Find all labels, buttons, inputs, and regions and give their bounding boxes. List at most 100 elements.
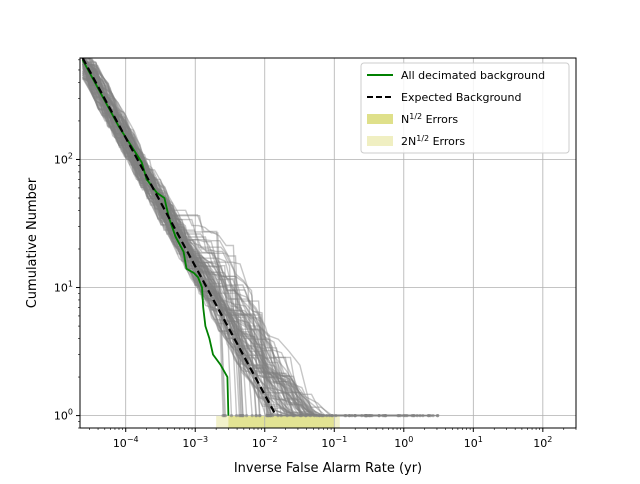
background-realisation-line: [82, 65, 268, 416]
background-endpoint: [327, 413, 332, 418]
background-endpoint: [258, 413, 262, 418]
background-realisation-line: [82, 58, 227, 416]
background-endpoint: [405, 413, 409, 418]
background-realisation-line: [82, 58, 414, 417]
background-endpoint: [239, 413, 244, 418]
background-endpoint: [334, 413, 338, 418]
background-realisation-line: [82, 74, 423, 417]
x-tick-label: 102: [533, 435, 552, 450]
background-endpoint: [244, 413, 249, 418]
background-realisation-line: [82, 58, 333, 417]
background-endpoint: [279, 413, 283, 418]
background-realisation-line: [82, 58, 421, 417]
background-realisation-line: [82, 62, 386, 417]
background-realisation-line: [81, 58, 233, 416]
background-realisation-line: [81, 64, 294, 416]
background-endpoint: [402, 413, 406, 418]
background-realisation-line: [82, 61, 385, 417]
background-endpoint: [367, 413, 371, 418]
decimated-background-line: [81, 59, 230, 416]
background-endpoint: [431, 413, 435, 418]
background-endpoint: [436, 413, 440, 418]
background-realisation-line: [82, 64, 272, 416]
y-tick-label: 101: [54, 280, 73, 295]
background-endpoint: [250, 413, 254, 418]
background-realisation-line: [82, 60, 271, 416]
background-endpoint: [270, 413, 275, 418]
background-endpoint: [426, 413, 430, 418]
legend-swatch: [367, 114, 393, 124]
background-endpoint: [315, 413, 319, 418]
background-realisation-line: [82, 63, 307, 417]
background-endpoint: [418, 413, 422, 418]
background-realisation-line: [82, 69, 241, 416]
background-endpoint: [347, 413, 351, 418]
background-realisation-line: [82, 58, 238, 416]
background-endpoint: [308, 413, 313, 418]
background-endpoint: [285, 413, 289, 418]
x-tick-label: 101: [464, 435, 483, 450]
background-realisation-line: [81, 59, 346, 417]
background-realisation-line: [81, 63, 320, 417]
background-realisation-line: [82, 62, 418, 417]
background-endpoint: [421, 413, 425, 418]
background-endpoint: [304, 413, 308, 418]
background-endpoint: [234, 413, 239, 418]
x-tick-label: 10−2: [252, 435, 278, 450]
background-realisation-line: [82, 78, 327, 417]
legend-label: Expected Background: [401, 91, 521, 104]
background-realisation-line: [82, 78, 336, 417]
background-endpoint: [360, 413, 364, 418]
background-endpoint: [312, 413, 317, 418]
background-realisation-line: [82, 58, 350, 417]
background-endpoint: [320, 413, 324, 418]
background-endpoint: [222, 413, 226, 418]
background-endpoint: [377, 413, 381, 418]
legend-label: All decimated background: [401, 69, 545, 82]
legend-label: 2N1/2 Errors: [401, 134, 465, 149]
background-realisation-line: [88, 58, 225, 416]
background-endpoint: [229, 413, 234, 418]
background-realisation-line: [81, 60, 244, 416]
background-realisation-line: [82, 58, 274, 416]
background-endpoint: [344, 413, 348, 418]
background-realisation-line: [82, 71, 248, 416]
background-realisation-line: [81, 61, 279, 416]
background-realisation-line: [82, 63, 332, 417]
background-endpoint: [383, 413, 387, 418]
background-realisation-line: [82, 58, 380, 417]
legend-box: [360, 62, 570, 154]
background-endpoint: [291, 413, 295, 418]
background-realisation-line: [81, 58, 352, 417]
background-endpoint: [276, 413, 280, 418]
background-realisation-line: [81, 64, 438, 417]
x-axis-label: Inverse False Alarm Rate (yr): [234, 461, 422, 476]
background-realisation-line: [82, 58, 315, 417]
background-realisation-line: [82, 61, 324, 416]
background-endpoint: [350, 413, 354, 418]
x-tick-label: 10−3: [182, 435, 208, 450]
background-realisation-line: [82, 68, 268, 416]
background-realisation-line: [81, 76, 324, 417]
background-endpoint: [325, 413, 329, 418]
background-realisation-line: [82, 58, 301, 416]
background-endpoint: [415, 413, 419, 418]
background-endpoint: [396, 413, 400, 418]
x-tick-label: 100: [394, 435, 413, 450]
legend: All decimated background Expected Backgro…: [360, 62, 570, 154]
background-realisation-line: [82, 63, 320, 417]
background-endpoint: [254, 413, 259, 418]
background-endpoint: [299, 413, 303, 418]
background-endpoint: [381, 413, 385, 418]
background-endpoint: [364, 413, 368, 418]
background-realisation-line: [82, 58, 243, 416]
background-realisation-line: [81, 65, 312, 416]
background-realisation-line: [82, 74, 257, 416]
background-realisation-line: [81, 61, 413, 417]
background-realisation-line: [82, 71, 261, 416]
background-realisation-line: [82, 76, 318, 417]
x-tick-label: 10−4: [113, 435, 139, 450]
x-tick-label: 10−1: [321, 435, 347, 450]
